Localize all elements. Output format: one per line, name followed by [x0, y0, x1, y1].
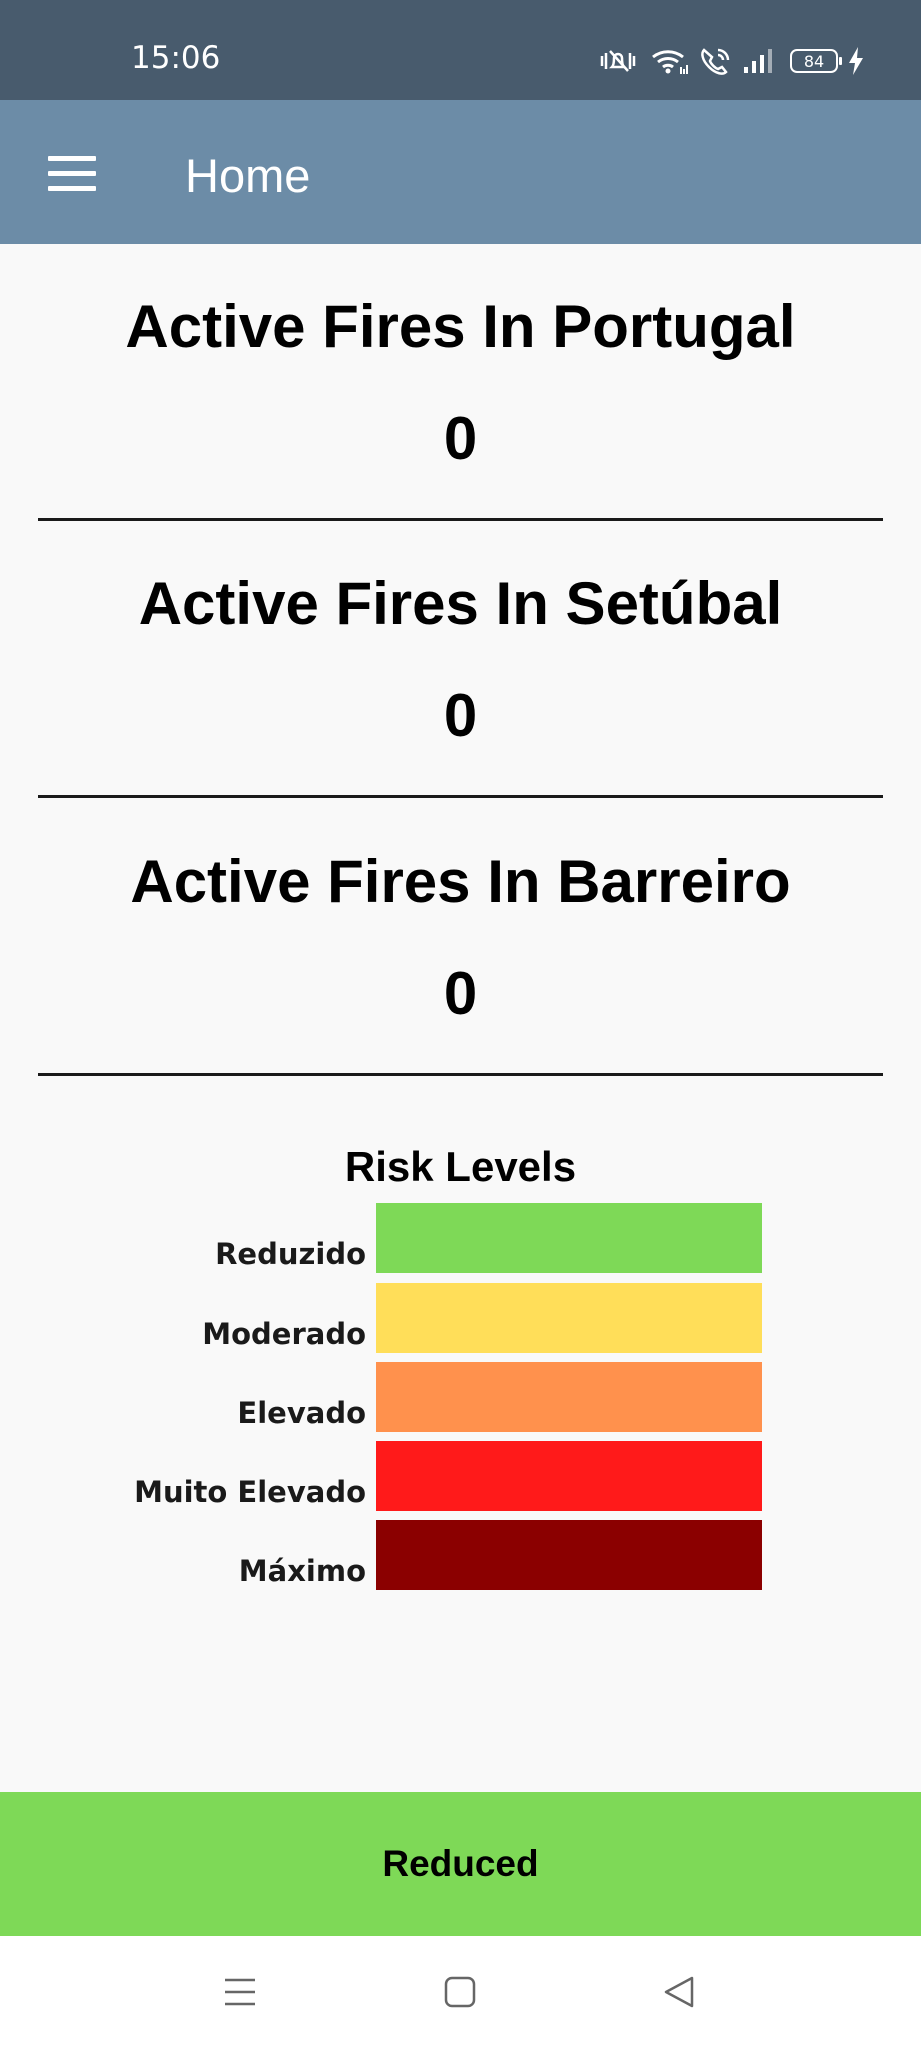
risk-level-swatch	[376, 1362, 762, 1432]
mute-vibrate-icon	[600, 50, 636, 72]
risk-level-row: Muito Elevado	[0, 1441, 921, 1513]
navigation-bar	[0, 1936, 921, 2048]
battery-icon: 84	[790, 49, 842, 73]
current-risk-label: Reduced	[382, 1843, 539, 1884]
home-icon[interactable]	[442, 1974, 478, 2010]
status-time: 15:06	[131, 40, 221, 76]
battery-level: 84	[803, 51, 825, 71]
fire-count: 0	[443, 682, 478, 749]
wifi-icon	[652, 50, 688, 74]
risk-level-swatch	[376, 1203, 762, 1273]
risk-level-swatch	[376, 1283, 762, 1353]
status-icons: 84	[598, 42, 866, 80]
risk-level-label: Máximo	[238, 1554, 366, 1588]
risk-level-label: Moderado	[202, 1317, 366, 1351]
app-bar: Home	[0, 100, 921, 244]
fire-section-title: Active Fires In Barreiro	[130, 848, 791, 915]
page-title: Home	[185, 149, 311, 202]
fire-section-title: Active Fires In Setúbal	[138, 570, 783, 637]
risk-level-row: Máximo	[0, 1520, 921, 1592]
divider	[38, 518, 883, 521]
risk-legend-title: Risk Levels	[344, 1143, 577, 1190]
risk-level-swatch	[376, 1441, 762, 1511]
hamburger-menu-icon[interactable]	[48, 156, 96, 192]
recents-icon[interactable]	[222, 1974, 258, 2010]
divider	[38, 1073, 883, 1076]
charging-icon	[849, 47, 863, 75]
risk-level-row: Moderado	[0, 1283, 921, 1355]
risk-level-row: Reduzido	[0, 1203, 921, 1275]
back-icon[interactable]	[662, 1974, 698, 2010]
current-risk-banner: Reduced	[0, 1792, 921, 1936]
fire-count: 0	[443, 405, 478, 472]
risk-level-row: Elevado	[0, 1362, 921, 1434]
wifi-call-icon	[701, 48, 730, 75]
risk-level-label: Muito Elevado	[134, 1475, 366, 1509]
fire-section-title: Active Fires In Portugal	[125, 293, 796, 360]
fire-count: 0	[443, 960, 478, 1027]
risk-level-label: Elevado	[237, 1396, 366, 1430]
risk-level-label: Reduzido	[215, 1237, 366, 1271]
risk-level-swatch	[376, 1520, 762, 1590]
divider	[38, 795, 883, 798]
status-bar: 15:06 84	[0, 0, 921, 100]
signal-icon	[744, 49, 772, 73]
